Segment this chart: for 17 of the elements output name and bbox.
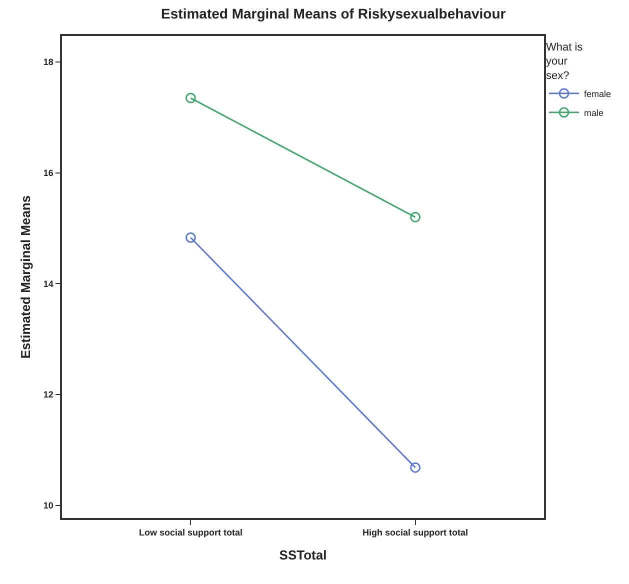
y-tick-label: 10 — [43, 500, 54, 510]
legend-label: male — [584, 108, 604, 118]
point — [410, 212, 421, 222]
y-tick-label: 14 — [43, 278, 54, 289]
legend-label: female — [584, 88, 612, 99]
x-tick-label: High social support total — [362, 528, 468, 538]
y-tick-label: 18 — [43, 57, 54, 68]
y-axis-title: Estimated Marginal Means — [18, 195, 33, 359]
legend-title: What is your sex? — [546, 41, 584, 82]
point — [410, 462, 421, 473]
chart-title: Estimated Marginal Means of Riskysexualbehaviour — [161, 6, 506, 22]
point — [185, 92, 196, 104]
y-tick-label: 12 — [43, 390, 54, 400]
y-tick-label: 16 — [43, 168, 54, 178]
x-axis-title: SSTotal — [279, 548, 327, 563]
x-tick-label: Low social support total — [138, 528, 242, 538]
point — [185, 232, 196, 243]
